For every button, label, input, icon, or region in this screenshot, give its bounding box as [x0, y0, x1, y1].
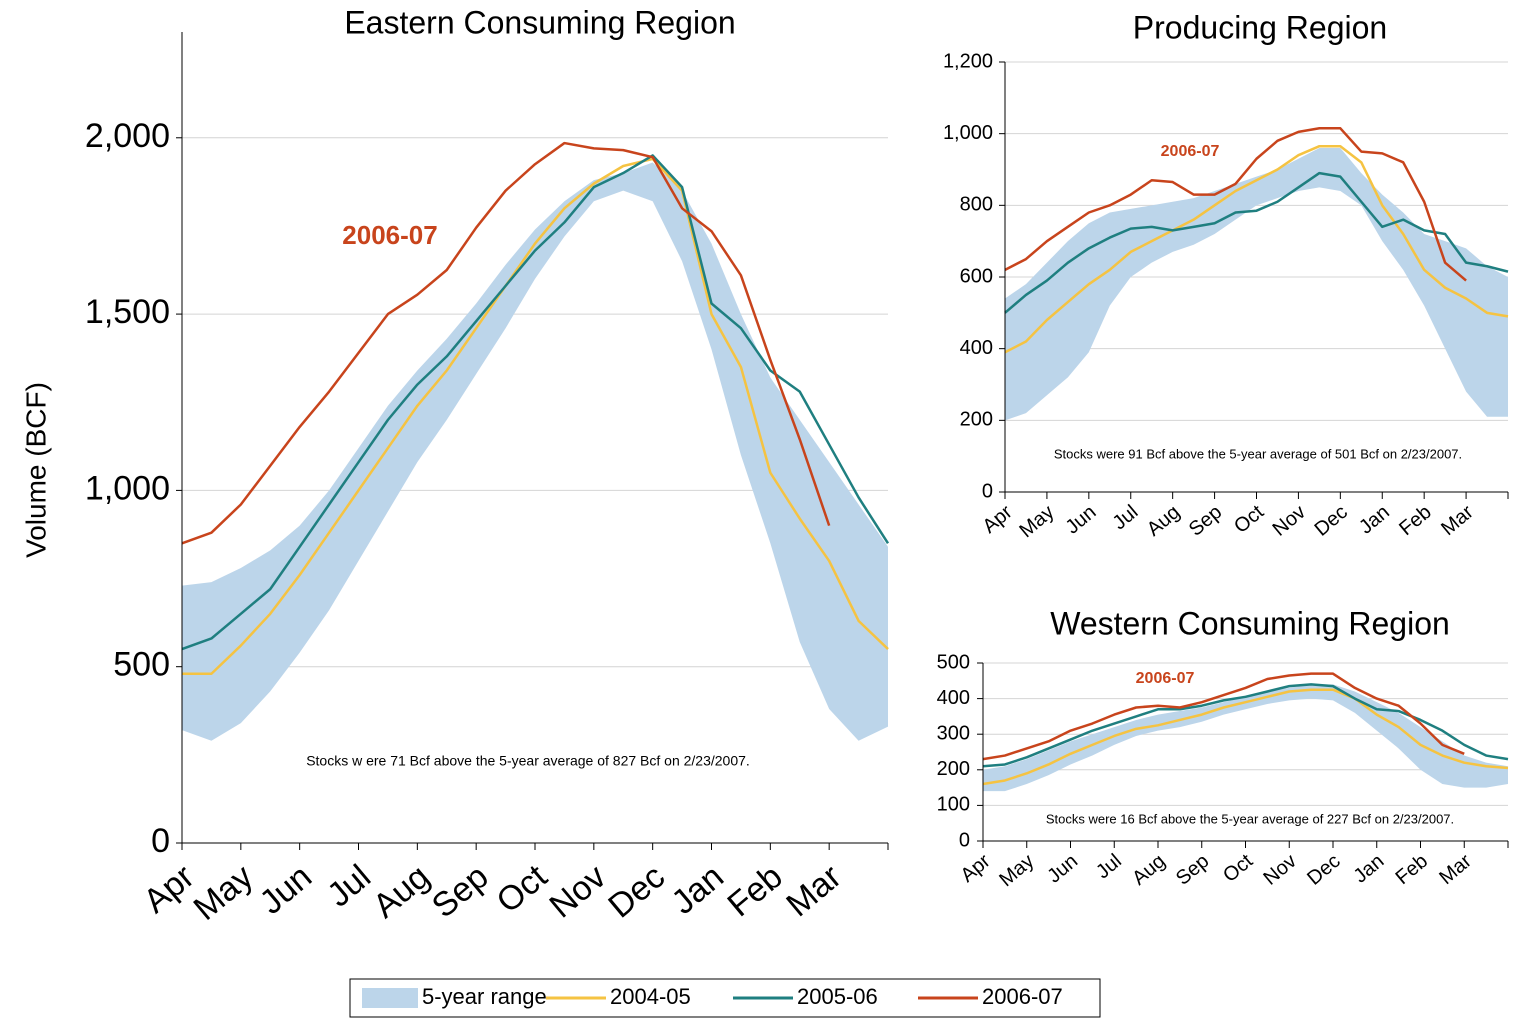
- legend-label: 2006-07: [982, 984, 1063, 1009]
- x-tick-label: Jun: [1062, 501, 1101, 539]
- x-tick-label: Jun: [1043, 850, 1082, 888]
- chart-title: Eastern Consuming Region: [344, 4, 735, 40]
- y-tick-label: 100: [937, 794, 970, 816]
- x-tick-label: Jul: [1109, 501, 1143, 534]
- y-tick-label: 0: [151, 822, 170, 860]
- stocks-note: Stocks were 91 Bcf above the 5-year aver…: [1054, 446, 1462, 461]
- x-tick-label: Mar: [1437, 501, 1478, 540]
- x-tick-label: Mar: [1435, 850, 1476, 889]
- series-annotation: 2006-07: [342, 220, 437, 250]
- y-tick-label: 1,200: [943, 50, 993, 72]
- x-tick-label: Dec: [1311, 501, 1352, 541]
- x-tick-label: Feb: [720, 858, 789, 925]
- y-tick-label: 300: [937, 722, 970, 744]
- y-tick-label: 800: [960, 194, 993, 216]
- y-tick-label: 0: [982, 480, 993, 502]
- series-line: [1004, 127, 1467, 282]
- y-tick-label: 0: [959, 829, 970, 851]
- x-tick-label: Oct: [1219, 850, 1257, 887]
- range-band: [182, 162, 888, 741]
- y-tick-label: 600: [960, 265, 993, 287]
- chart-title: Western Consuming Region: [1050, 605, 1450, 641]
- x-tick-label: Apr: [979, 501, 1017, 538]
- x-tick-label: Aug: [1143, 501, 1184, 541]
- range-band: [1005, 148, 1508, 421]
- series-annotation: 2006-07: [1161, 143, 1220, 160]
- x-tick-label: Dec: [601, 858, 672, 926]
- y-axis-label: Volume (BCF): [20, 382, 51, 558]
- y-tick-label: 2,000: [85, 117, 170, 155]
- stocks-note: Stocks w ere 71 Bcf above the 5-year ave…: [306, 753, 750, 769]
- legend-label: 2004-05: [610, 984, 691, 1009]
- x-tick-label: Jul: [1092, 850, 1126, 883]
- x-tick-label: Jan: [664, 858, 730, 922]
- series-line: [982, 683, 1509, 768]
- series-line: [982, 688, 1509, 786]
- legend-swatch: [362, 988, 418, 1008]
- x-tick-label: Jun: [253, 858, 319, 922]
- y-tick-label: 400: [960, 337, 993, 359]
- x-tick-label: Sep: [425, 858, 496, 926]
- series-annotation: 2006-07: [1136, 670, 1195, 687]
- y-tick-label: 400: [937, 687, 970, 709]
- chart-title: Producing Region: [1133, 9, 1387, 45]
- x-tick-label: Nov: [543, 858, 614, 926]
- x-tick-label: Feb: [1395, 501, 1436, 540]
- x-tick-label: May: [995, 850, 1038, 891]
- x-tick-label: Aug: [366, 858, 437, 926]
- y-tick-label: 1,000: [943, 122, 993, 144]
- x-tick-label: Jan: [1350, 850, 1389, 888]
- x-tick-label: Aug: [1128, 850, 1169, 890]
- x-tick-label: May: [187, 858, 261, 928]
- y-tick-label: 500: [113, 646, 170, 684]
- y-tick-label: 500: [937, 651, 970, 673]
- x-tick-label: Jan: [1355, 501, 1394, 539]
- y-tick-label: 200: [960, 409, 993, 431]
- x-tick-label: Apr: [136, 858, 201, 921]
- series-line: [1004, 144, 1509, 354]
- x-tick-label: Jul: [320, 858, 378, 915]
- series-line: [182, 157, 889, 675]
- x-tick-label: Sep: [1185, 501, 1226, 541]
- series-line: [982, 672, 1465, 761]
- x-tick-label: Dec: [1303, 850, 1344, 890]
- legend-label: 2005-06: [797, 984, 878, 1009]
- y-tick-label: 200: [937, 758, 970, 780]
- stocks-note: Stocks were 16 Bcf above the 5-year aver…: [1046, 811, 1454, 826]
- series-line: [1004, 171, 1509, 314]
- range-band: [983, 684, 1508, 792]
- x-tick-label: Feb: [1392, 850, 1433, 889]
- x-tick-label: May: [1015, 501, 1058, 542]
- y-tick-label: 1,500: [85, 293, 170, 331]
- x-tick-label: Nov: [1259, 850, 1300, 890]
- x-tick-label: Apr: [957, 850, 995, 887]
- x-tick-label: Sep: [1172, 850, 1213, 890]
- x-tick-label: Oct: [1230, 501, 1268, 538]
- series-line: [181, 154, 890, 651]
- x-tick-label: Oct: [489, 857, 554, 920]
- x-tick-label: Nov: [1269, 501, 1310, 541]
- x-tick-label: Mar: [779, 858, 848, 925]
- legend-label: 5-year range: [422, 984, 547, 1009]
- series-line: [181, 141, 831, 545]
- y-tick-label: 1,000: [85, 469, 170, 507]
